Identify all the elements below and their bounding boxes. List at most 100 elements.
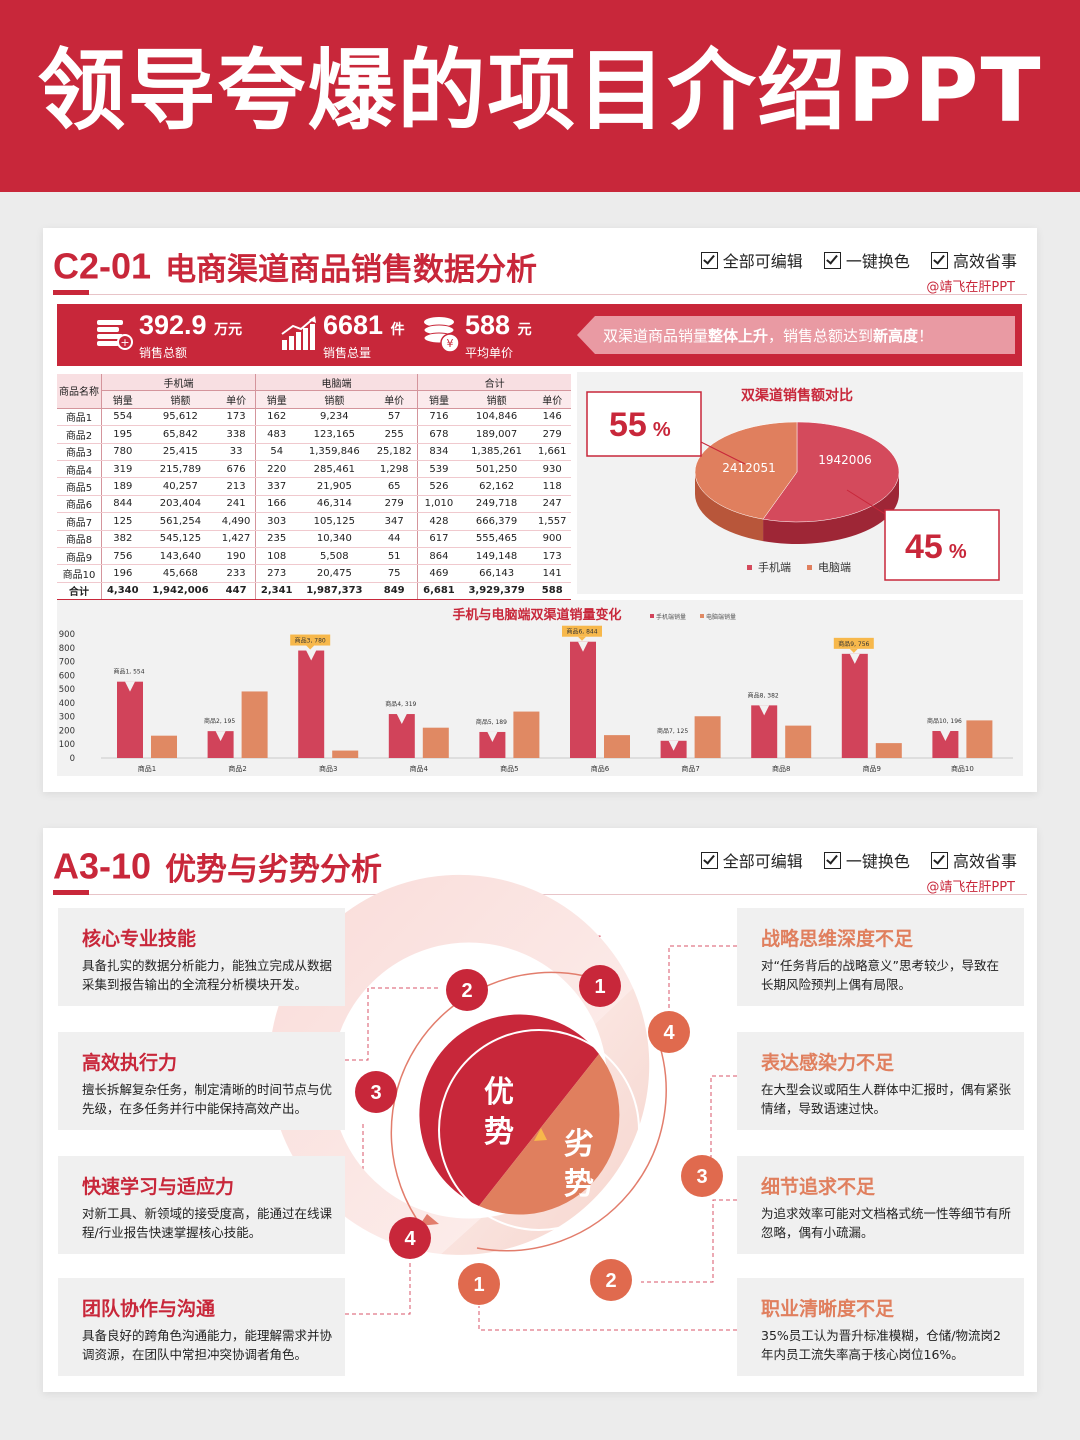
- table-cell: 864: [417, 547, 460, 566]
- bar-pc: [966, 720, 993, 758]
- data-label-bg: [290, 634, 331, 646]
- weakness-card: 表达感染力不足 在大型会议或陌生人群体中汇报时，偶有紧张情绪，导致语速过快。: [737, 1032, 1024, 1130]
- table-cell: 666,379: [459, 512, 534, 531]
- data-label-pointer: [578, 636, 586, 641]
- table-cell: 756: [100, 547, 144, 566]
- kpi-value: 588: [465, 310, 511, 340]
- table-cell: 105,125: [297, 512, 372, 531]
- weakness-desc: 35%员工认为晋升标准模糊，仓储/物流岗2年内员工流失率高于核心岗位16%。: [761, 1328, 1001, 1362]
- table-cell: 4,340: [100, 581, 144, 601]
- weakness-char: 劣: [564, 1127, 594, 1162]
- bar-notch: [396, 714, 407, 725]
- kpi-unit: 万元: [214, 321, 243, 337]
- data-label: 商品6, 844: [566, 628, 597, 636]
- data-label: 商品9, 756: [838, 640, 869, 648]
- legend-swatch: [700, 614, 704, 618]
- table-cell: 279: [533, 425, 571, 444]
- bar-pc: [785, 725, 812, 758]
- kpi-value: 6681: [323, 310, 384, 340]
- table-cell: 173: [217, 408, 256, 427]
- table-cell: 123,165: [297, 425, 372, 444]
- table-cell: 347: [371, 512, 418, 531]
- table-cell-name: 合计: [57, 581, 102, 601]
- center-triangle: [534, 1128, 547, 1141]
- table-cell: 539: [417, 460, 460, 479]
- x-tick-label: 商品10: [951, 764, 974, 773]
- feature-item: 全部可编辑: [700, 852, 803, 871]
- table-cell: 469: [417, 564, 460, 583]
- swot-diagram: 优 势 劣 势 1 2 3 4 4 3 2 1: [269, 874, 737, 1331]
- weakness-title: 职业清晰度不足: [761, 1298, 895, 1320]
- bar-chart: 手机与电脑端双渠道销量变化 手机端销量 电脑端销量 0 100 200 300 400 5…: [59, 607, 1013, 773]
- table-cell: 235: [254, 530, 298, 548]
- table-sub-header: 销量 销额 单价 销量 销额 单价 销量 销额 单价: [57, 390, 571, 409]
- bar-notch: [215, 731, 226, 742]
- feature-list: 全部可编辑 一键换色 高效省事: [685, 248, 1017, 272]
- table-cell: 54: [254, 443, 298, 461]
- table-cell: 62,162: [459, 477, 534, 496]
- table-cell-name: 商品7: [57, 512, 102, 531]
- table-row: 商品6 844 203,404 241 166 46,314 279 1,010 249,718…: [57, 495, 571, 514]
- banner-title: 领导夸爆的项目介绍PPT: [37, 39, 1043, 142]
- strength-desc: 对新工具、新领域的接受度高，能通过在线课程/行业报告快速掌握核心技能。: [82, 1206, 333, 1240]
- svg-text:2: 2: [605, 1270, 616, 1292]
- table-cell-name: 商品3: [57, 443, 102, 461]
- weakness-title: 战略思维深度不足: [761, 928, 914, 950]
- feature-item: 高效省事: [930, 252, 1017, 271]
- pie-value-label: 2412051: [722, 461, 775, 475]
- table-cell: 173: [533, 547, 571, 566]
- bar-notch: [306, 650, 317, 661]
- weakness-arc-arrow: [476, 1031, 667, 1252]
- slide-sales-analysis: C2-01 电商渠道商品销售数据分析 全部可编辑 一键换色 高效省事 @靖飞在肝P…: [43, 228, 1037, 792]
- x-tick-label: 商品3: [319, 764, 337, 773]
- x-tick-label: 商品9: [863, 764, 881, 773]
- x-tick-label: 商品1: [138, 764, 156, 773]
- bar-pc: [332, 750, 359, 758]
- table-row: 商品3 780 25,415 33 54 1,359,846 25,182 834 1,385,…: [57, 443, 571, 461]
- table-cell: 195: [100, 425, 144, 444]
- bar-mobile: [298, 650, 325, 758]
- strength-title: 快速学习与适应力: [82, 1176, 235, 1198]
- table-cell: 75: [371, 564, 418, 583]
- table-cell: 1,661: [533, 443, 571, 461]
- table-cell: 51: [371, 547, 418, 566]
- strength-card: 高效执行力 擅长拆解复杂任务，制定清晰的时间节点与优先级，在多任务并行中能保持高…: [58, 1032, 345, 1130]
- table-cell: 337: [254, 477, 298, 496]
- table-row: 商品5 189 40,257 213 337 21,905 65 526 62,162 118: [57, 477, 571, 496]
- kpi-label: 销售总量: [323, 346, 372, 360]
- table-cell: 428: [417, 512, 460, 531]
- table-cell: 108: [254, 547, 298, 566]
- table-row: 商品8 382 545,125 1,427 235 10,340 44 617 555,465 9…: [57, 530, 571, 548]
- table-total-row: 合计 4,340 1,942,006 447 2,341 1,987,373 849 6,68…: [57, 581, 571, 601]
- table-cell: 1,298: [371, 460, 418, 479]
- table-cell: 1,557: [533, 512, 571, 531]
- feature-item: 高效省事: [930, 852, 1017, 871]
- table-cell: 676: [217, 460, 256, 479]
- table-cell: 247: [533, 495, 571, 514]
- table-cell: 25,182: [371, 443, 418, 461]
- x-tick-label: 商品7: [681, 764, 699, 773]
- strength-title: 核心专业技能: [82, 928, 197, 950]
- kpi-unit: 件: [390, 321, 405, 337]
- kpi-label: 平均单价: [465, 346, 514, 360]
- table-cell: 1,359,846: [297, 443, 372, 461]
- strength-desc: 擅长拆解复杂任务，制定清晰的时间节点与优先级，在多任务并行中能保持高效产出。: [82, 1082, 333, 1116]
- table-cell: 141: [533, 564, 571, 583]
- table-cell: 149,148: [459, 547, 534, 566]
- slide-code: A3-10: [53, 845, 152, 887]
- table-cell: 1,427: [217, 530, 256, 548]
- y-tick-label: 800: [59, 644, 75, 654]
- table-cell: 203,404: [143, 495, 218, 514]
- weakness-desc: 对“任务背后的战略意义”思考较少，导致在长期风险预判上偶有局限。: [761, 958, 999, 992]
- table-cell: 162: [254, 408, 298, 427]
- data-label: 商品5, 189: [476, 718, 507, 726]
- strength-char: 势: [484, 1115, 514, 1150]
- data-label-bg: [562, 625, 602, 637]
- legend-swatch: [747, 565, 752, 570]
- header-accent-mark: [53, 290, 89, 295]
- data-label-bg: [833, 637, 874, 649]
- y-tick-label: 200: [59, 726, 75, 736]
- y-tick-label: 100: [59, 740, 75, 750]
- table-row: 商品7 125 561,254 4,490 303 105,125 347 428 666,37…: [57, 512, 571, 531]
- table-cell: 125: [100, 512, 144, 531]
